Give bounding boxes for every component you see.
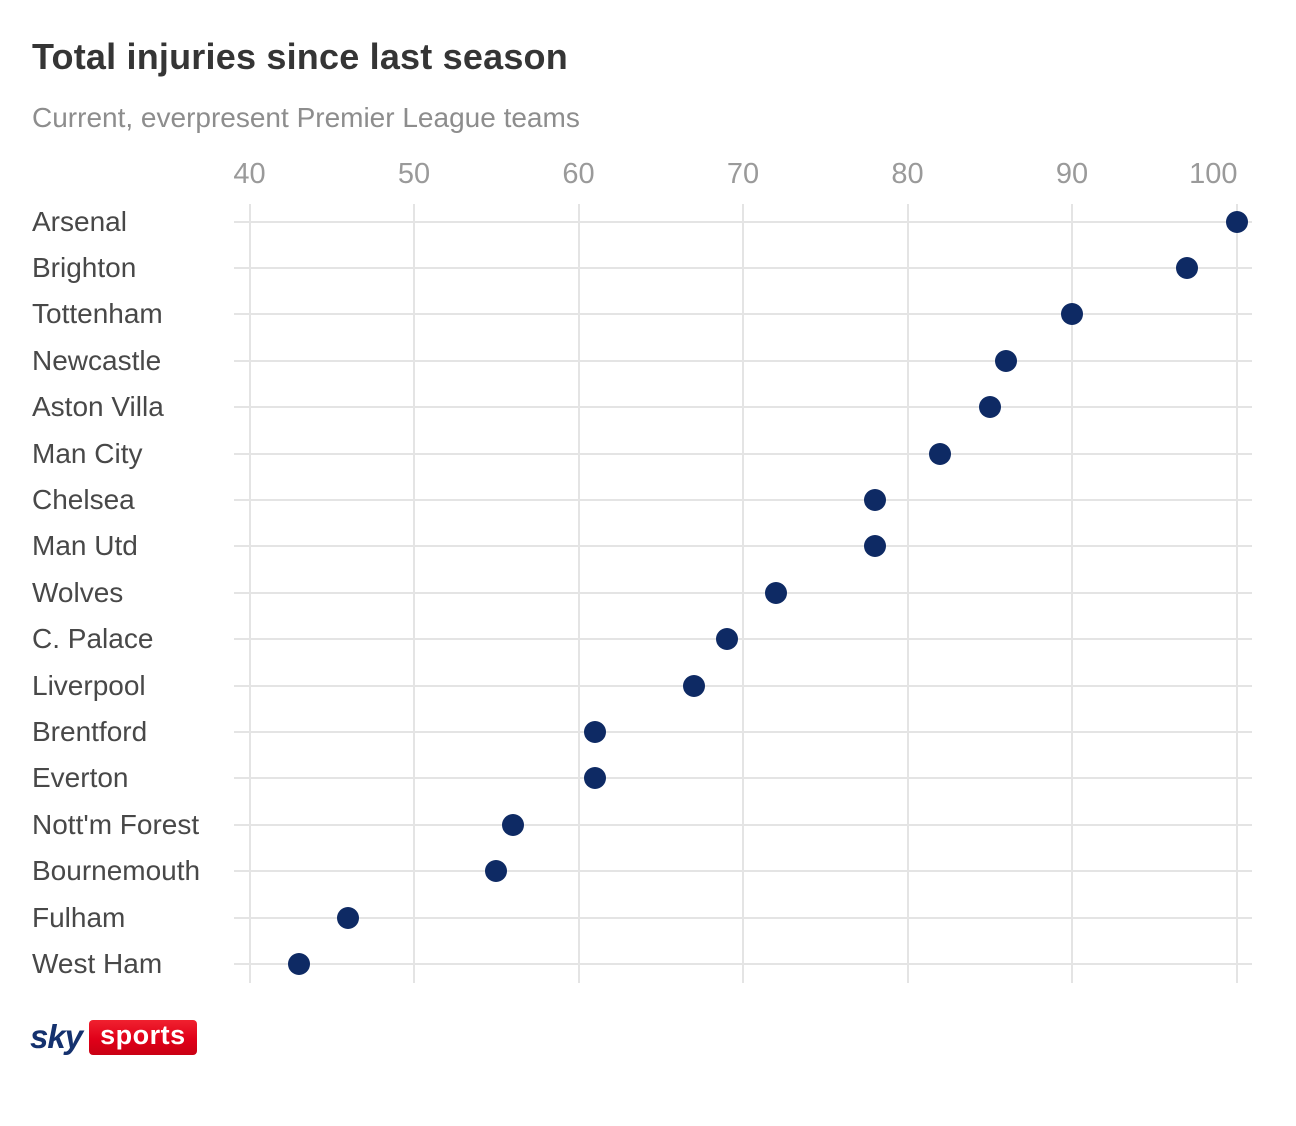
injury-count-dot bbox=[995, 349, 1018, 372]
row-gridline bbox=[234, 777, 1252, 780]
x-tick-label: 90 bbox=[1055, 158, 1089, 190]
team-label: Brighton bbox=[32, 251, 137, 283]
team-label: Aston Villa bbox=[32, 391, 164, 423]
injury-count-dot bbox=[978, 396, 1001, 419]
row-gridline bbox=[234, 452, 1252, 455]
team-label: Man City bbox=[32, 437, 143, 469]
row-gridline bbox=[234, 359, 1252, 362]
team-label: Newcastle bbox=[32, 344, 162, 376]
team-label: Chelsea bbox=[32, 483, 135, 515]
sky-logo-text: sky bbox=[30, 1018, 83, 1055]
row-gridline bbox=[234, 638, 1252, 641]
row-gridline bbox=[234, 406, 1252, 409]
injury-count-dot bbox=[863, 535, 886, 558]
x-tick-label: 70 bbox=[726, 158, 760, 190]
chart-title: Total injuries since last season bbox=[32, 36, 568, 77]
injury-count-dot bbox=[715, 628, 738, 651]
x-tick-label: 60 bbox=[562, 158, 595, 190]
row-gridline bbox=[234, 684, 1252, 687]
team-label: Brentford bbox=[32, 715, 148, 747]
x-tick-label: 50 bbox=[397, 158, 431, 190]
team-label: Arsenal bbox=[32, 205, 127, 237]
injury-count-dot bbox=[764, 581, 787, 604]
sports-logo-badge: sports bbox=[89, 1019, 197, 1055]
row-gridline bbox=[234, 823, 1252, 826]
team-label: Man Utd bbox=[32, 530, 138, 562]
sky-sports-logo: sky sports bbox=[30, 1019, 197, 1055]
row-gridline bbox=[234, 545, 1252, 548]
team-label: West Ham bbox=[32, 947, 163, 979]
x-tick-label: 100 bbox=[1189, 158, 1238, 190]
team-label: Liverpool bbox=[32, 669, 146, 701]
team-label: Everton bbox=[32, 762, 129, 794]
injury-count-dot bbox=[1176, 256, 1199, 279]
injury-count-dot bbox=[583, 720, 606, 743]
injury-count-dot bbox=[929, 442, 952, 465]
row-gridline bbox=[234, 498, 1252, 501]
row-gridline bbox=[234, 266, 1252, 269]
team-label: Nott'm Forest bbox=[32, 808, 200, 840]
row-gridline bbox=[234, 730, 1252, 733]
injury-count-dot bbox=[583, 767, 606, 790]
injury-count-dot bbox=[1061, 303, 1083, 326]
row-gridline bbox=[234, 591, 1252, 594]
team-label: Tottenham bbox=[32, 298, 163, 330]
team-label: C. Palace bbox=[32, 623, 154, 655]
injury-count-dot bbox=[1225, 210, 1248, 233]
row-gridline bbox=[234, 962, 1252, 965]
injury-count-dot bbox=[682, 674, 705, 697]
injury-count-dot bbox=[337, 906, 360, 929]
x-tick-label: 40 bbox=[233, 158, 266, 190]
row-gridline bbox=[234, 870, 1252, 873]
team-label: Bournemouth bbox=[32, 855, 201, 887]
injury-count-dot bbox=[485, 860, 508, 883]
injury-count-dot bbox=[501, 813, 524, 836]
chart-subtitle: Current, everpresent Premier League team… bbox=[32, 102, 580, 133]
row-gridline bbox=[234, 916, 1252, 919]
team-label: Fulham bbox=[32, 901, 126, 933]
row-gridline bbox=[234, 220, 1252, 223]
injury-count-dot bbox=[863, 488, 886, 511]
x-tick-label: 80 bbox=[891, 158, 924, 190]
injury-count-dot bbox=[287, 952, 310, 975]
row-gridline bbox=[234, 313, 1252, 316]
team-label: Wolves bbox=[32, 576, 124, 608]
